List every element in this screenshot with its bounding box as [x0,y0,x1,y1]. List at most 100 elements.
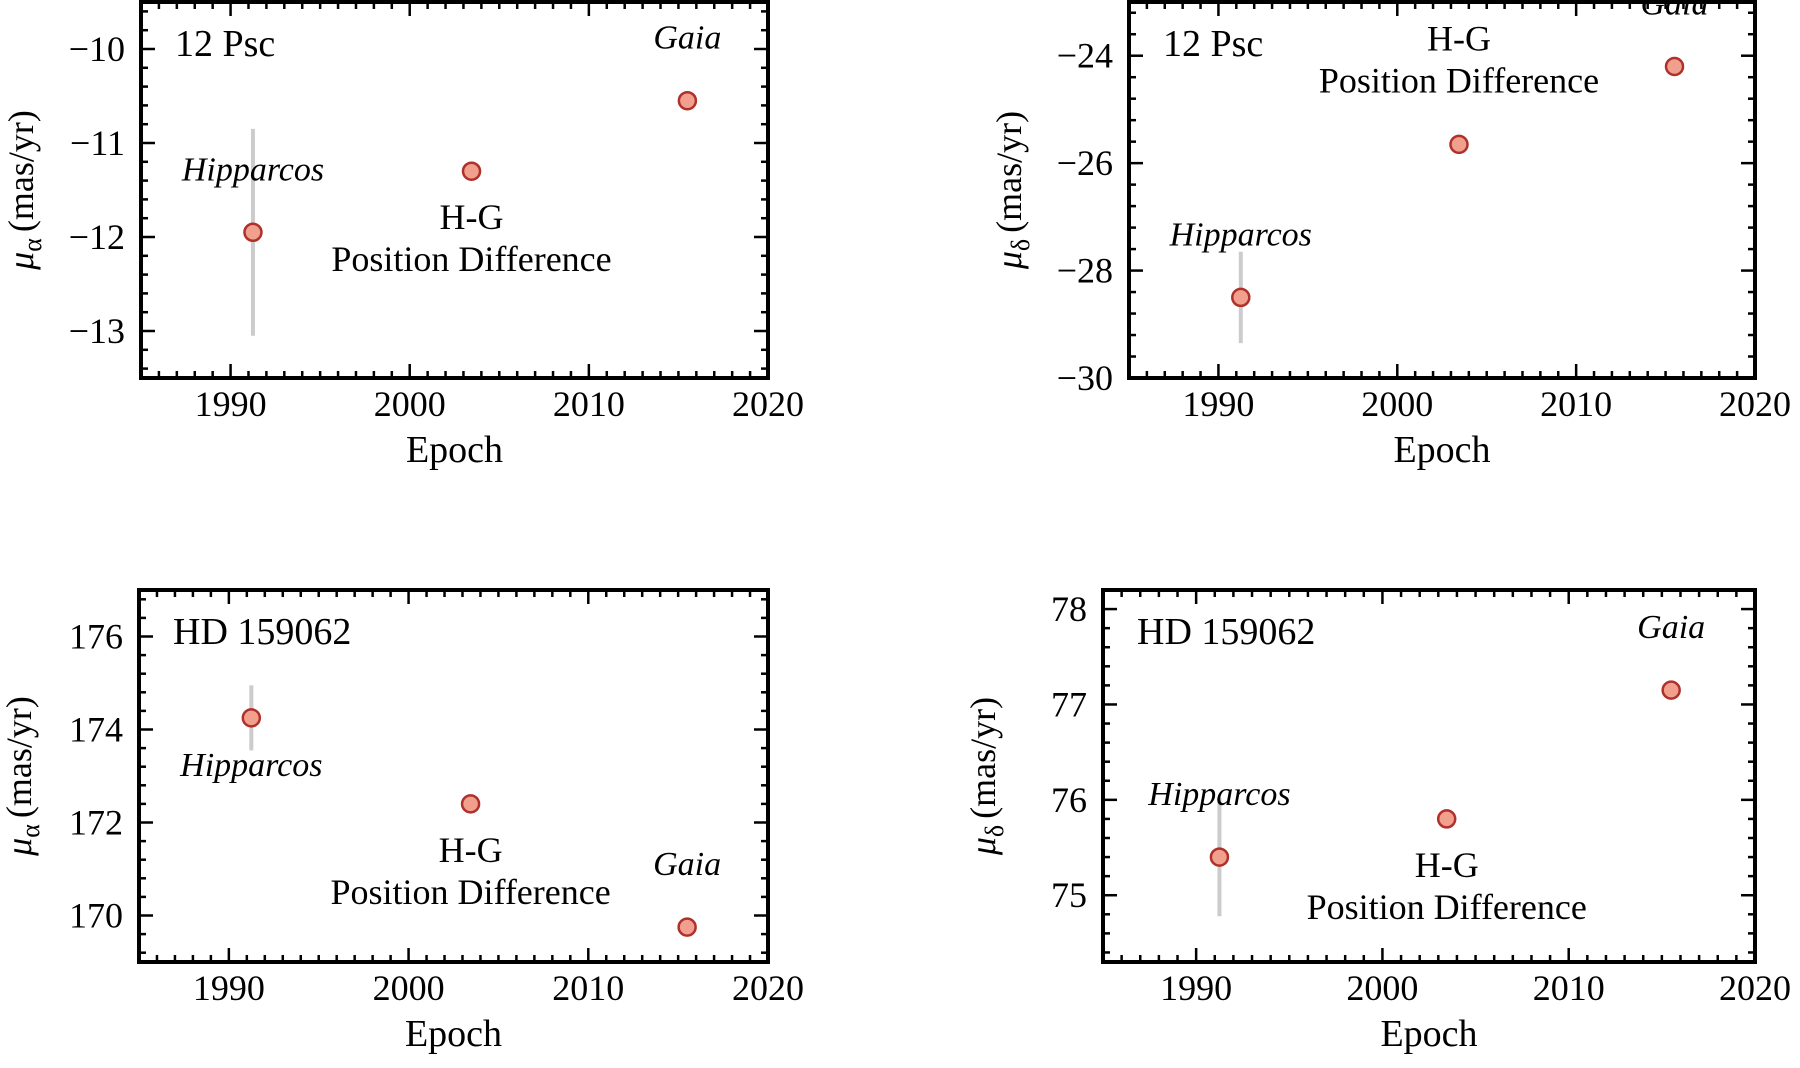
y-axis-unit: (mas/yr) [1,110,41,232]
x-tick-label: 2010 [1540,384,1612,424]
point-label-line: Position Difference [330,872,610,912]
x-tick-label: 1990 [1182,384,1254,424]
plot-frame [1127,0,1757,380]
point-label-line: H-G [439,830,503,870]
y-axis-subscript: α [18,238,47,252]
y-axis-symbol: μ [0,838,39,857]
data-point [677,90,698,111]
data-point [1661,680,1681,700]
y-axis-label: μδ (mas/yr) [963,697,1009,856]
point-label-line: Gaia [1641,0,1709,22]
point-label-line: Hipparcos [179,747,322,784]
x-axis-label: Epoch [1380,1013,1477,1055]
x-tick-label: 2010 [1533,968,1605,1008]
x-axis-label: Epoch [406,429,503,471]
data-point [1209,847,1230,867]
panel-label: 12 Psc [1163,23,1263,65]
data-point [461,161,482,181]
x-tick-label: 2020 [1719,968,1791,1008]
y-axis-unit: (mas/yr) [0,696,39,818]
panel-label: HD 159062 [1137,611,1315,653]
y-axis-symbol: μ [1,252,41,271]
data-point [1231,287,1251,308]
point-label-line: Hipparcos [1147,776,1290,813]
data-point [1449,134,1469,155]
x-tick-label: 2000 [374,384,446,424]
point-label: H-G Position Difference [1319,18,1599,100]
y-tick-label: 176 [69,617,123,657]
plot-frame [139,0,770,380]
chart-panel-1: 1990 2000 2010 2020 −13 −12 −11 −10 Epoch μα (mas/… [1,0,804,471]
y-tick-label: 78 [1051,589,1087,629]
point-label: Hipparcos [181,151,324,188]
point-label-line: Hipparcos [181,151,324,188]
y-axis-label: μα (mas/yr) [0,696,45,857]
point-label-line: Gaia [1637,609,1705,646]
y-tick-label: −11 [70,123,125,163]
point-label: Gaia [1637,609,1705,646]
data-point [1664,56,1685,77]
y-axis-unit: (mas/yr) [963,697,1003,819]
x-axis-label: Epoch [1393,429,1490,471]
x-tick-label: 1990 [193,968,265,1008]
point-label-line: Position Difference [331,239,611,279]
y-tick-label: 174 [69,710,123,750]
x-tick-label: 1990 [195,384,267,424]
point-label-line: H-G [440,197,504,237]
y-tick-label: −12 [69,217,125,257]
x-tick-label: 2020 [1719,384,1791,424]
y-axis-subscript: δ [980,825,1009,837]
point-label-line: H-G [1427,18,1491,58]
panel-label: HD 159062 [173,611,351,653]
point-label: Gaia [653,20,721,57]
data-point [677,917,697,937]
y-axis-symbol: μ [989,251,1029,270]
x-tick-label: 2010 [552,968,624,1008]
x-axis-label: Epoch [405,1013,502,1055]
data-point [241,708,262,728]
y-tick-label: −28 [1057,251,1113,291]
y-tick-label: 77 [1051,684,1087,724]
y-tick-label: 76 [1051,780,1087,820]
y-tick-label: −13 [69,311,125,351]
point-label-line: Position Difference [1307,887,1587,927]
y-tick-label: −10 [69,29,125,69]
y-tick-label: 170 [69,896,123,936]
x-tick-label: 2000 [373,968,445,1008]
y-axis-symbol: μ [963,837,1003,856]
point-label: Gaia [1641,0,1709,22]
y-tick-label: 172 [69,803,123,843]
y-axis-label: μα (mas/yr) [1,110,47,271]
y-tick-label: −26 [1057,143,1113,183]
y-axis-unit: (mas/yr) [989,111,1029,233]
x-tick-label: 2000 [1346,968,1418,1008]
y-axis-subscript: α [16,824,45,838]
point-label-line: Hipparcos [1169,216,1312,253]
point-label-line: Gaia [653,20,721,57]
panel-label: 12 Psc [175,23,275,65]
x-tick-label: 2020 [732,384,804,424]
plot-frame [1101,588,1757,964]
point-label: H-G Position Difference [1307,845,1587,927]
y-axis-label: μδ (mas/yr) [989,111,1035,270]
point-label-line: Gaia [653,846,721,883]
y-tick-label: −24 [1057,36,1113,76]
data-point [460,794,481,814]
data-point [1436,809,1457,829]
point-label: Gaia [653,846,721,883]
x-tick-label: 2020 [732,968,804,1008]
y-tick-label: 75 [1051,875,1087,915]
chart-panel-2: 1990 2000 2010 2020 −30 −28 −26 −24 Epoch μδ (mas/… [989,0,1791,471]
y-tick-label: −30 [1057,358,1113,398]
point-label: Hipparcos [1147,776,1290,813]
y-axis-subscript: δ [1006,239,1035,251]
point-label-line: Position Difference [1319,60,1599,100]
chart-panel-3: 1990 2000 2010 2020 170 172 174 176 Epoch μα (mas/… [0,588,804,1055]
plot-frame [137,588,770,964]
chart-panel-4: 1990 2000 2010 2020 75 76 77 78 Epoch μδ (mas/yr) H… [963,588,1791,1055]
x-tick-label: 1990 [1160,968,1232,1008]
data-point [243,222,263,243]
point-label: H-G Position Difference [331,197,611,279]
point-label: H-G Position Difference [330,830,610,912]
